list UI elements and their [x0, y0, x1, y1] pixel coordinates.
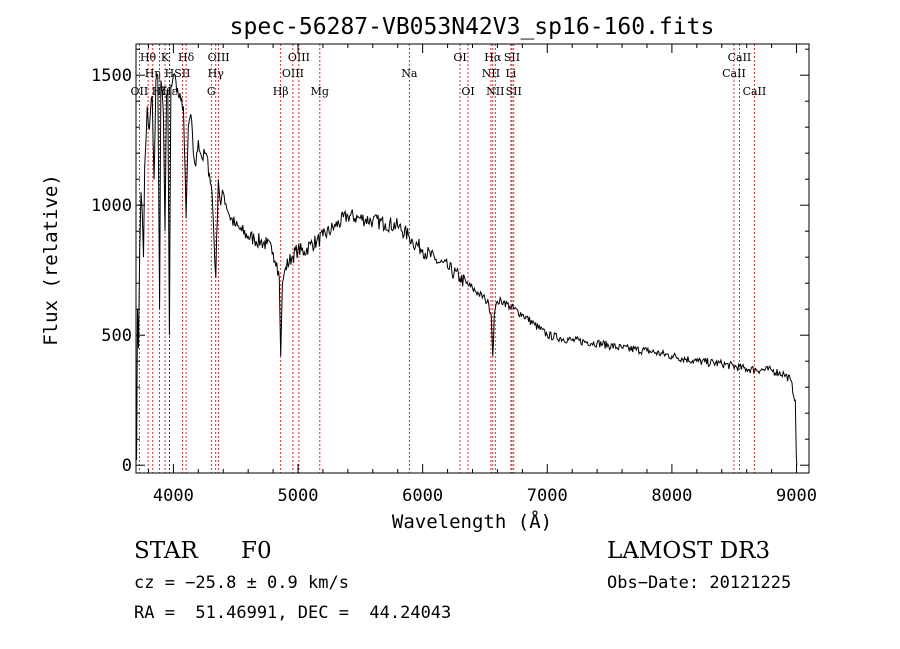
- spectral-line-markers: HθOIIHηHζKHHεHδSIIOIIIHγGHβOIIIOIIIMgNaO…: [131, 44, 767, 473]
- line-label-12: Hβ: [273, 85, 289, 98]
- observation-date: Obs−Date: 20121225: [607, 573, 792, 593]
- x-tick-label-5: 9000: [776, 486, 817, 506]
- x-tick-label-4: 8000: [651, 486, 692, 506]
- x-tick-label-2: 6000: [402, 486, 443, 506]
- survey-name: LAMOST DR3: [607, 538, 771, 564]
- object-subclass: F0: [241, 538, 272, 564]
- line-label-20: NII: [482, 67, 500, 80]
- redshift-cz: cz = −25.8 ± 0.9 km/s: [134, 573, 349, 593]
- line-label-6: Hε: [162, 85, 178, 98]
- x-axis-label: Wavelength (Å): [392, 510, 552, 533]
- line-label-2: Hη: [145, 67, 161, 80]
- spectrum-series: [136, 72, 798, 466]
- line-label-14: OIII: [282, 67, 304, 80]
- line-label-17: OI: [453, 51, 466, 64]
- y-tick-label-1: 500: [101, 326, 132, 346]
- line-label-18: OI: [461, 85, 474, 98]
- x-tick-label-1: 5000: [278, 486, 319, 506]
- ra-dec: RA = 51.46991, DEC = 44.24043: [134, 603, 452, 623]
- x-axis: 4000 5000 6000 7000 8000 9000: [147, 44, 817, 506]
- line-label-23: Li: [505, 67, 516, 80]
- y-tick-label-2: 1000: [91, 196, 132, 216]
- line-label-4: K: [161, 51, 170, 64]
- y-axis: 0 500 1000 1500: [91, 48, 809, 476]
- spectrum-flux-line: [136, 72, 798, 466]
- line-label-0: Hθ: [140, 51, 157, 64]
- line-label-26: CaII: [722, 67, 746, 80]
- line-label-24: SII: [506, 85, 522, 98]
- line-label-7: Hδ: [178, 51, 195, 64]
- x-tick-label-3: 7000: [527, 486, 568, 506]
- line-label-13: OIII: [288, 51, 310, 64]
- y-axis-label: Flux (relative): [40, 174, 62, 346]
- plot-frame: [135, 43, 810, 474]
- line-label-22: SII: [504, 51, 520, 64]
- y-tick-label-3: 1500: [91, 66, 132, 86]
- line-label-15: Mg: [311, 85, 329, 98]
- object-class: STAR: [134, 538, 198, 564]
- line-label-19: Hα: [484, 51, 502, 64]
- line-label-27: CaII: [743, 85, 767, 98]
- line-label-21: NII: [486, 85, 504, 98]
- line-label-8: SII: [174, 67, 190, 80]
- line-label-9: OIII: [208, 51, 230, 64]
- chart-title: spec-56287-VB053N42V3_sp16-160.fits: [230, 14, 715, 40]
- line-label-16: Na: [401, 67, 418, 80]
- line-label-11: G: [207, 85, 216, 98]
- line-label-25: CaII: [728, 51, 752, 64]
- x-tick-label-0: 4000: [153, 486, 194, 506]
- line-label-10: Hγ: [208, 67, 225, 80]
- y-tick-label-0: 0: [122, 456, 132, 476]
- line-label-1: OII: [131, 85, 149, 98]
